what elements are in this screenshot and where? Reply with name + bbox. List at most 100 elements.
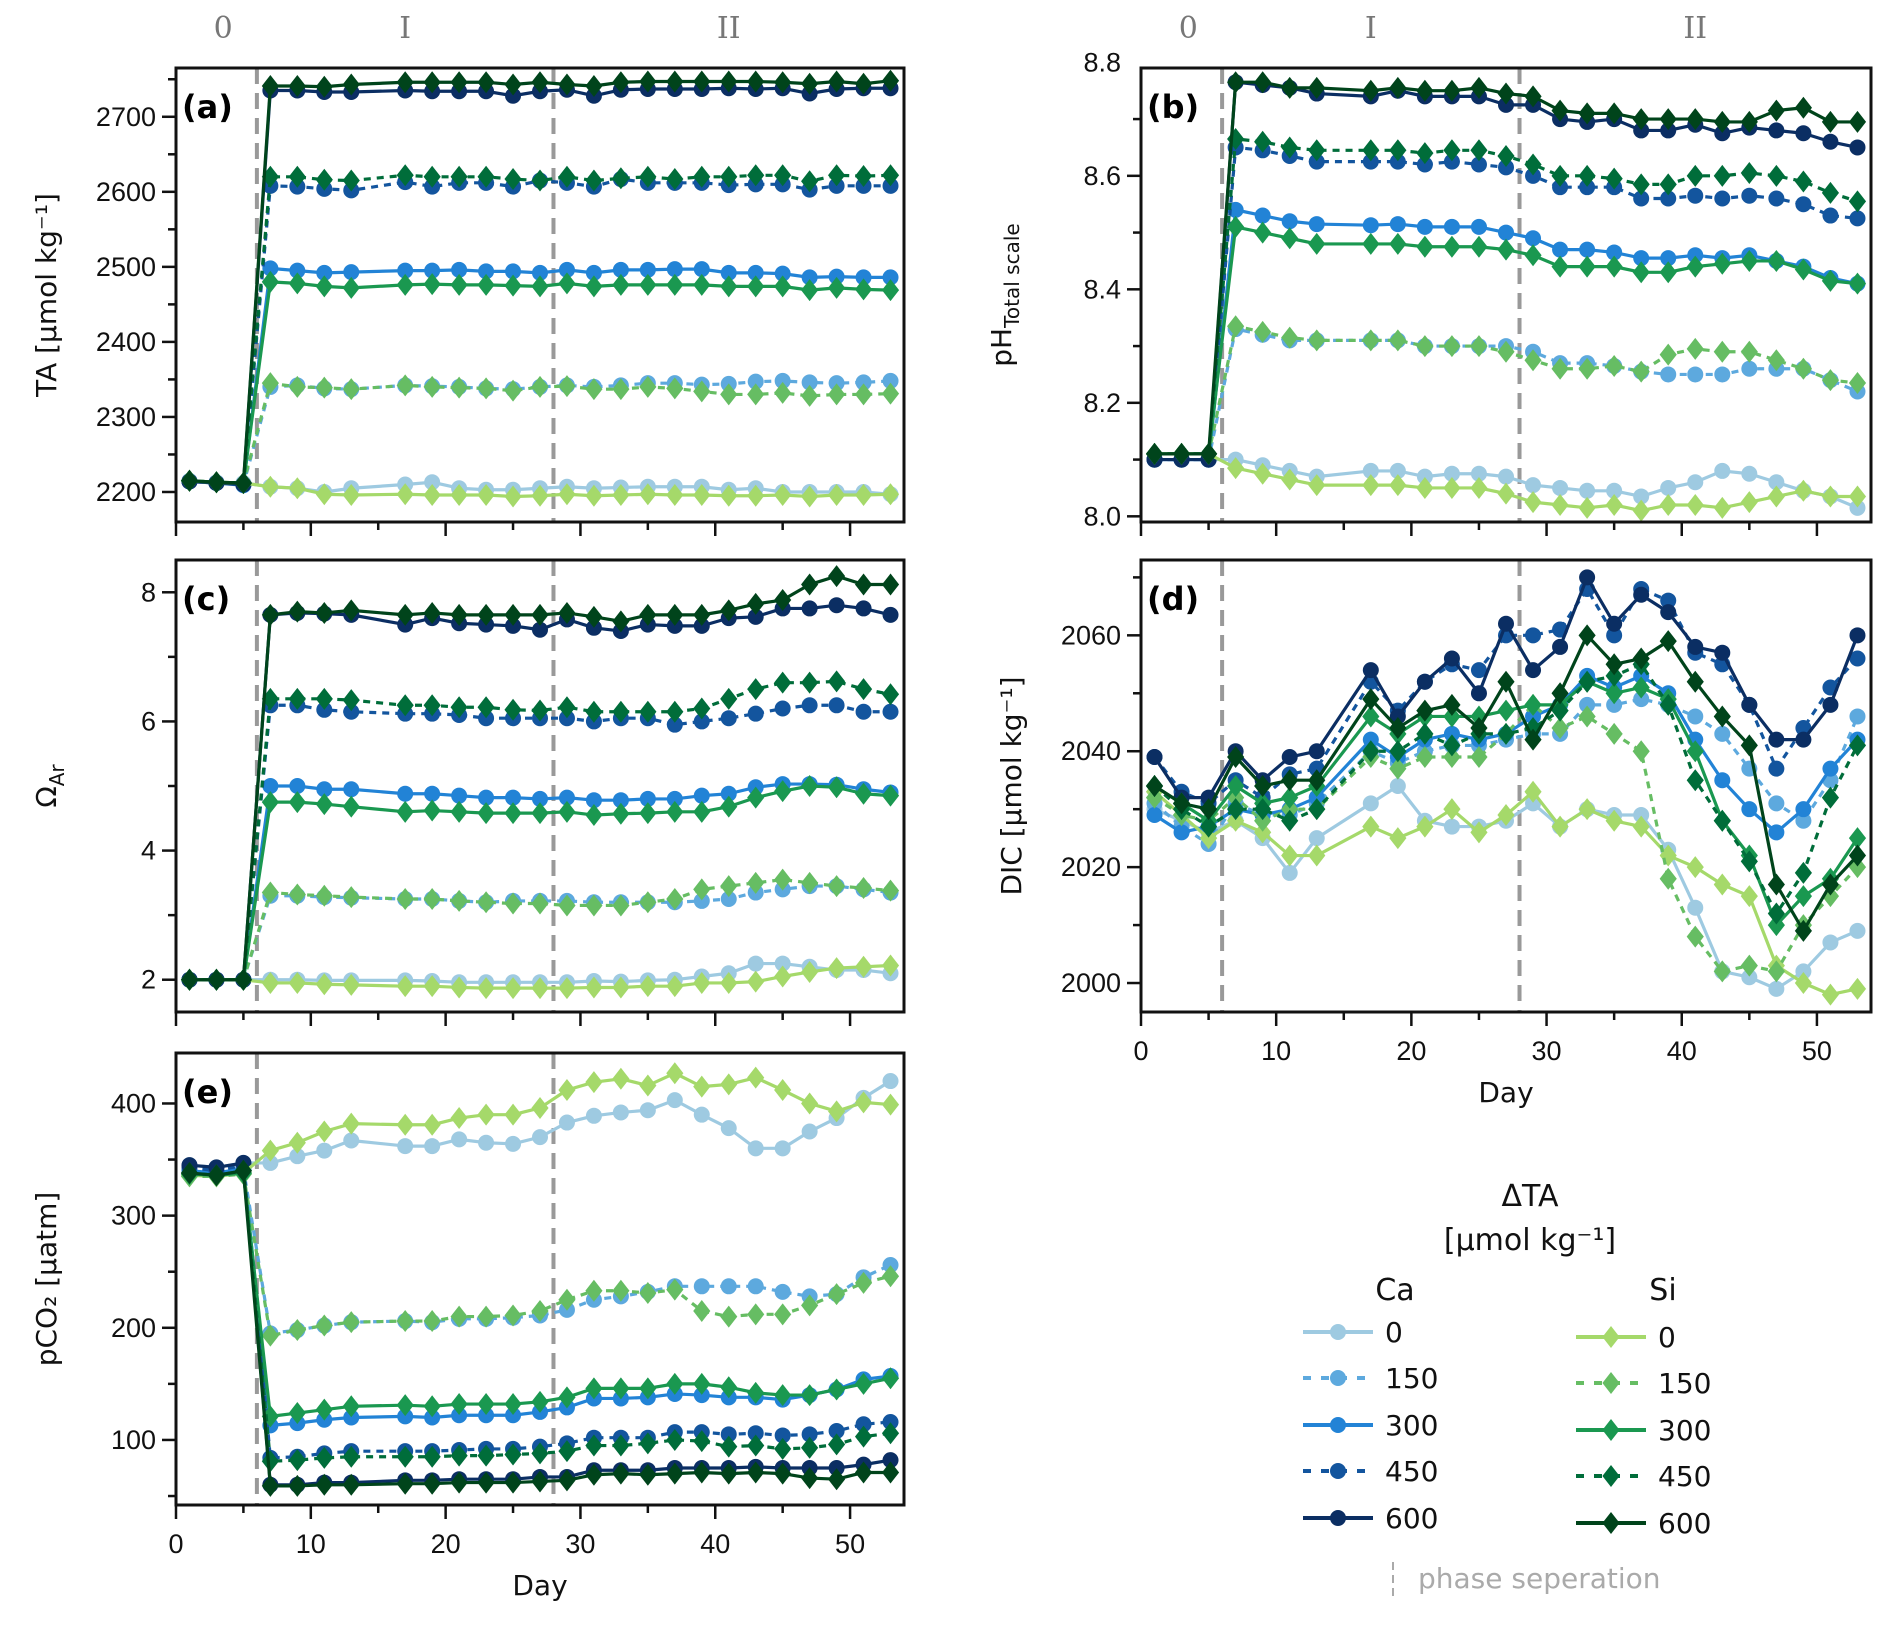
data-point-si450 xyxy=(1416,722,1434,745)
phase-label: I xyxy=(399,11,411,46)
data-point-ca450 xyxy=(1579,179,1596,196)
data-point-si450 xyxy=(1686,769,1704,792)
data-point-si600 xyxy=(1767,99,1785,122)
data-point-si0 xyxy=(1362,474,1380,497)
data-point-ca300 xyxy=(397,785,414,802)
data-point-si150 xyxy=(881,382,900,405)
data-point-si0 xyxy=(1632,499,1650,522)
data-point-si150 xyxy=(1470,746,1488,769)
data-point-si150 xyxy=(423,1310,441,1333)
data-point-si0 xyxy=(1281,844,1299,867)
data-point-si600 xyxy=(396,603,414,626)
y-axis-title: pHTotal scale xyxy=(985,223,1024,366)
data-point-ca150 xyxy=(747,1278,764,1295)
data-point-si0 xyxy=(1551,815,1569,838)
data-point-ca0 xyxy=(1714,462,1731,479)
data-point-si600 xyxy=(207,471,226,494)
data-point-ca300 xyxy=(1741,801,1758,818)
data-point-si600 xyxy=(1551,682,1569,705)
data-point-si600 xyxy=(288,600,306,623)
y-tick-label: 6 xyxy=(141,706,156,736)
data-point-si0 xyxy=(477,483,495,506)
y-tick-label: 2400 xyxy=(96,327,156,357)
data-point-si450 xyxy=(1443,139,1461,162)
data-point-si450 xyxy=(450,165,468,188)
data-point-si450 xyxy=(1578,164,1596,187)
data-point-si0 xyxy=(1470,476,1488,499)
data-point-si300 xyxy=(854,1372,873,1395)
data-point-si300 xyxy=(531,275,549,298)
data-point-si600 xyxy=(1740,110,1758,133)
y-tick-label: 8 xyxy=(141,577,156,607)
data-point-si0 xyxy=(531,1096,549,1119)
data-point-si0 xyxy=(261,971,279,994)
data-point-si600 xyxy=(1767,873,1785,896)
data-point-si300 xyxy=(288,791,306,814)
data-point-si300 xyxy=(1794,258,1812,281)
data-point-si600 xyxy=(180,1162,199,1185)
x-tick-label: 40 xyxy=(700,1529,730,1559)
data-point-si450 xyxy=(1281,809,1299,832)
data-point-si600 xyxy=(315,601,333,624)
x-tick-label: 10 xyxy=(1261,1036,1291,1066)
data-point-si150 xyxy=(396,888,414,910)
data-point-ca150 xyxy=(720,1278,737,1295)
data-point-si600 xyxy=(531,603,549,626)
data-point-si150 xyxy=(558,1288,576,1311)
data-point-si300 xyxy=(315,1398,333,1421)
panel-c: 2 4 6 8 ΩAr (c) xyxy=(30,558,906,1026)
data-point-si0 xyxy=(1362,815,1380,838)
data-point-ca0 xyxy=(1443,818,1460,835)
data-point-si150 xyxy=(1659,867,1677,890)
data-point-ca0 xyxy=(451,1131,468,1148)
data-point-si300 xyxy=(288,1402,306,1425)
data-point-si600 xyxy=(1578,102,1596,125)
data-point-ca0 xyxy=(424,474,441,491)
data-point-si600 xyxy=(450,1471,468,1494)
legend-label-ca150: 150 xyxy=(1385,1362,1438,1395)
data-point-si150 xyxy=(1470,335,1488,358)
data-point-si600 xyxy=(720,1462,738,1485)
data-point-ca0 xyxy=(343,1132,360,1149)
data-point-ca150 xyxy=(1660,366,1677,383)
data-point-si300 xyxy=(504,1393,522,1416)
data-point-ca0 xyxy=(289,1148,306,1165)
data-point-si0 xyxy=(693,971,711,994)
data-point-si450 xyxy=(1821,181,1840,204)
data-point-ca300 xyxy=(1660,250,1677,267)
data-point-si600 xyxy=(1416,699,1434,722)
data-point-si450 xyxy=(1821,786,1840,809)
data-point-ca0 xyxy=(801,1123,818,1140)
data-point-si150 xyxy=(261,372,279,395)
data-point-si600 xyxy=(881,573,900,596)
data-point-ca300 xyxy=(747,264,764,281)
data-point-si300 xyxy=(854,782,873,805)
data-point-si450 xyxy=(854,165,873,188)
data-point-ca300 xyxy=(558,261,575,278)
data-point-si450 xyxy=(666,700,684,723)
data-point-ca300 xyxy=(289,778,306,794)
data-point-si0 xyxy=(801,1092,819,1115)
legend-entry-ca0: 0 xyxy=(1303,1316,1403,1349)
data-point-ca300 xyxy=(1795,801,1812,818)
data-point-si0 xyxy=(288,971,306,994)
panel-e: 0 10 20 30 40 50 Day 100 200 300 400 pCO₂ [µatm] (e) xyxy=(30,1051,906,1602)
data-point-ca600 xyxy=(1822,133,1839,150)
data-point-si300 xyxy=(450,800,468,823)
series-si450 xyxy=(180,670,900,991)
data-point-si0 xyxy=(1713,496,1731,519)
data-point-si300 xyxy=(1227,775,1245,797)
x-tick-label: 0 xyxy=(168,1529,183,1559)
data-point-ca300 xyxy=(397,1408,414,1425)
data-point-ca600 xyxy=(855,600,872,617)
data-point-si300 xyxy=(585,275,603,298)
data-point-si150 xyxy=(801,384,819,407)
data-point-ca0 xyxy=(1822,934,1839,951)
data-point-si600 xyxy=(342,73,360,96)
data-point-si0 xyxy=(1227,457,1245,480)
data-point-si450 xyxy=(1281,136,1299,159)
data-point-si300 xyxy=(1632,261,1650,284)
data-point-si300 xyxy=(261,791,279,814)
data-point-si300 xyxy=(288,272,306,295)
data-point-si0 xyxy=(854,483,873,506)
